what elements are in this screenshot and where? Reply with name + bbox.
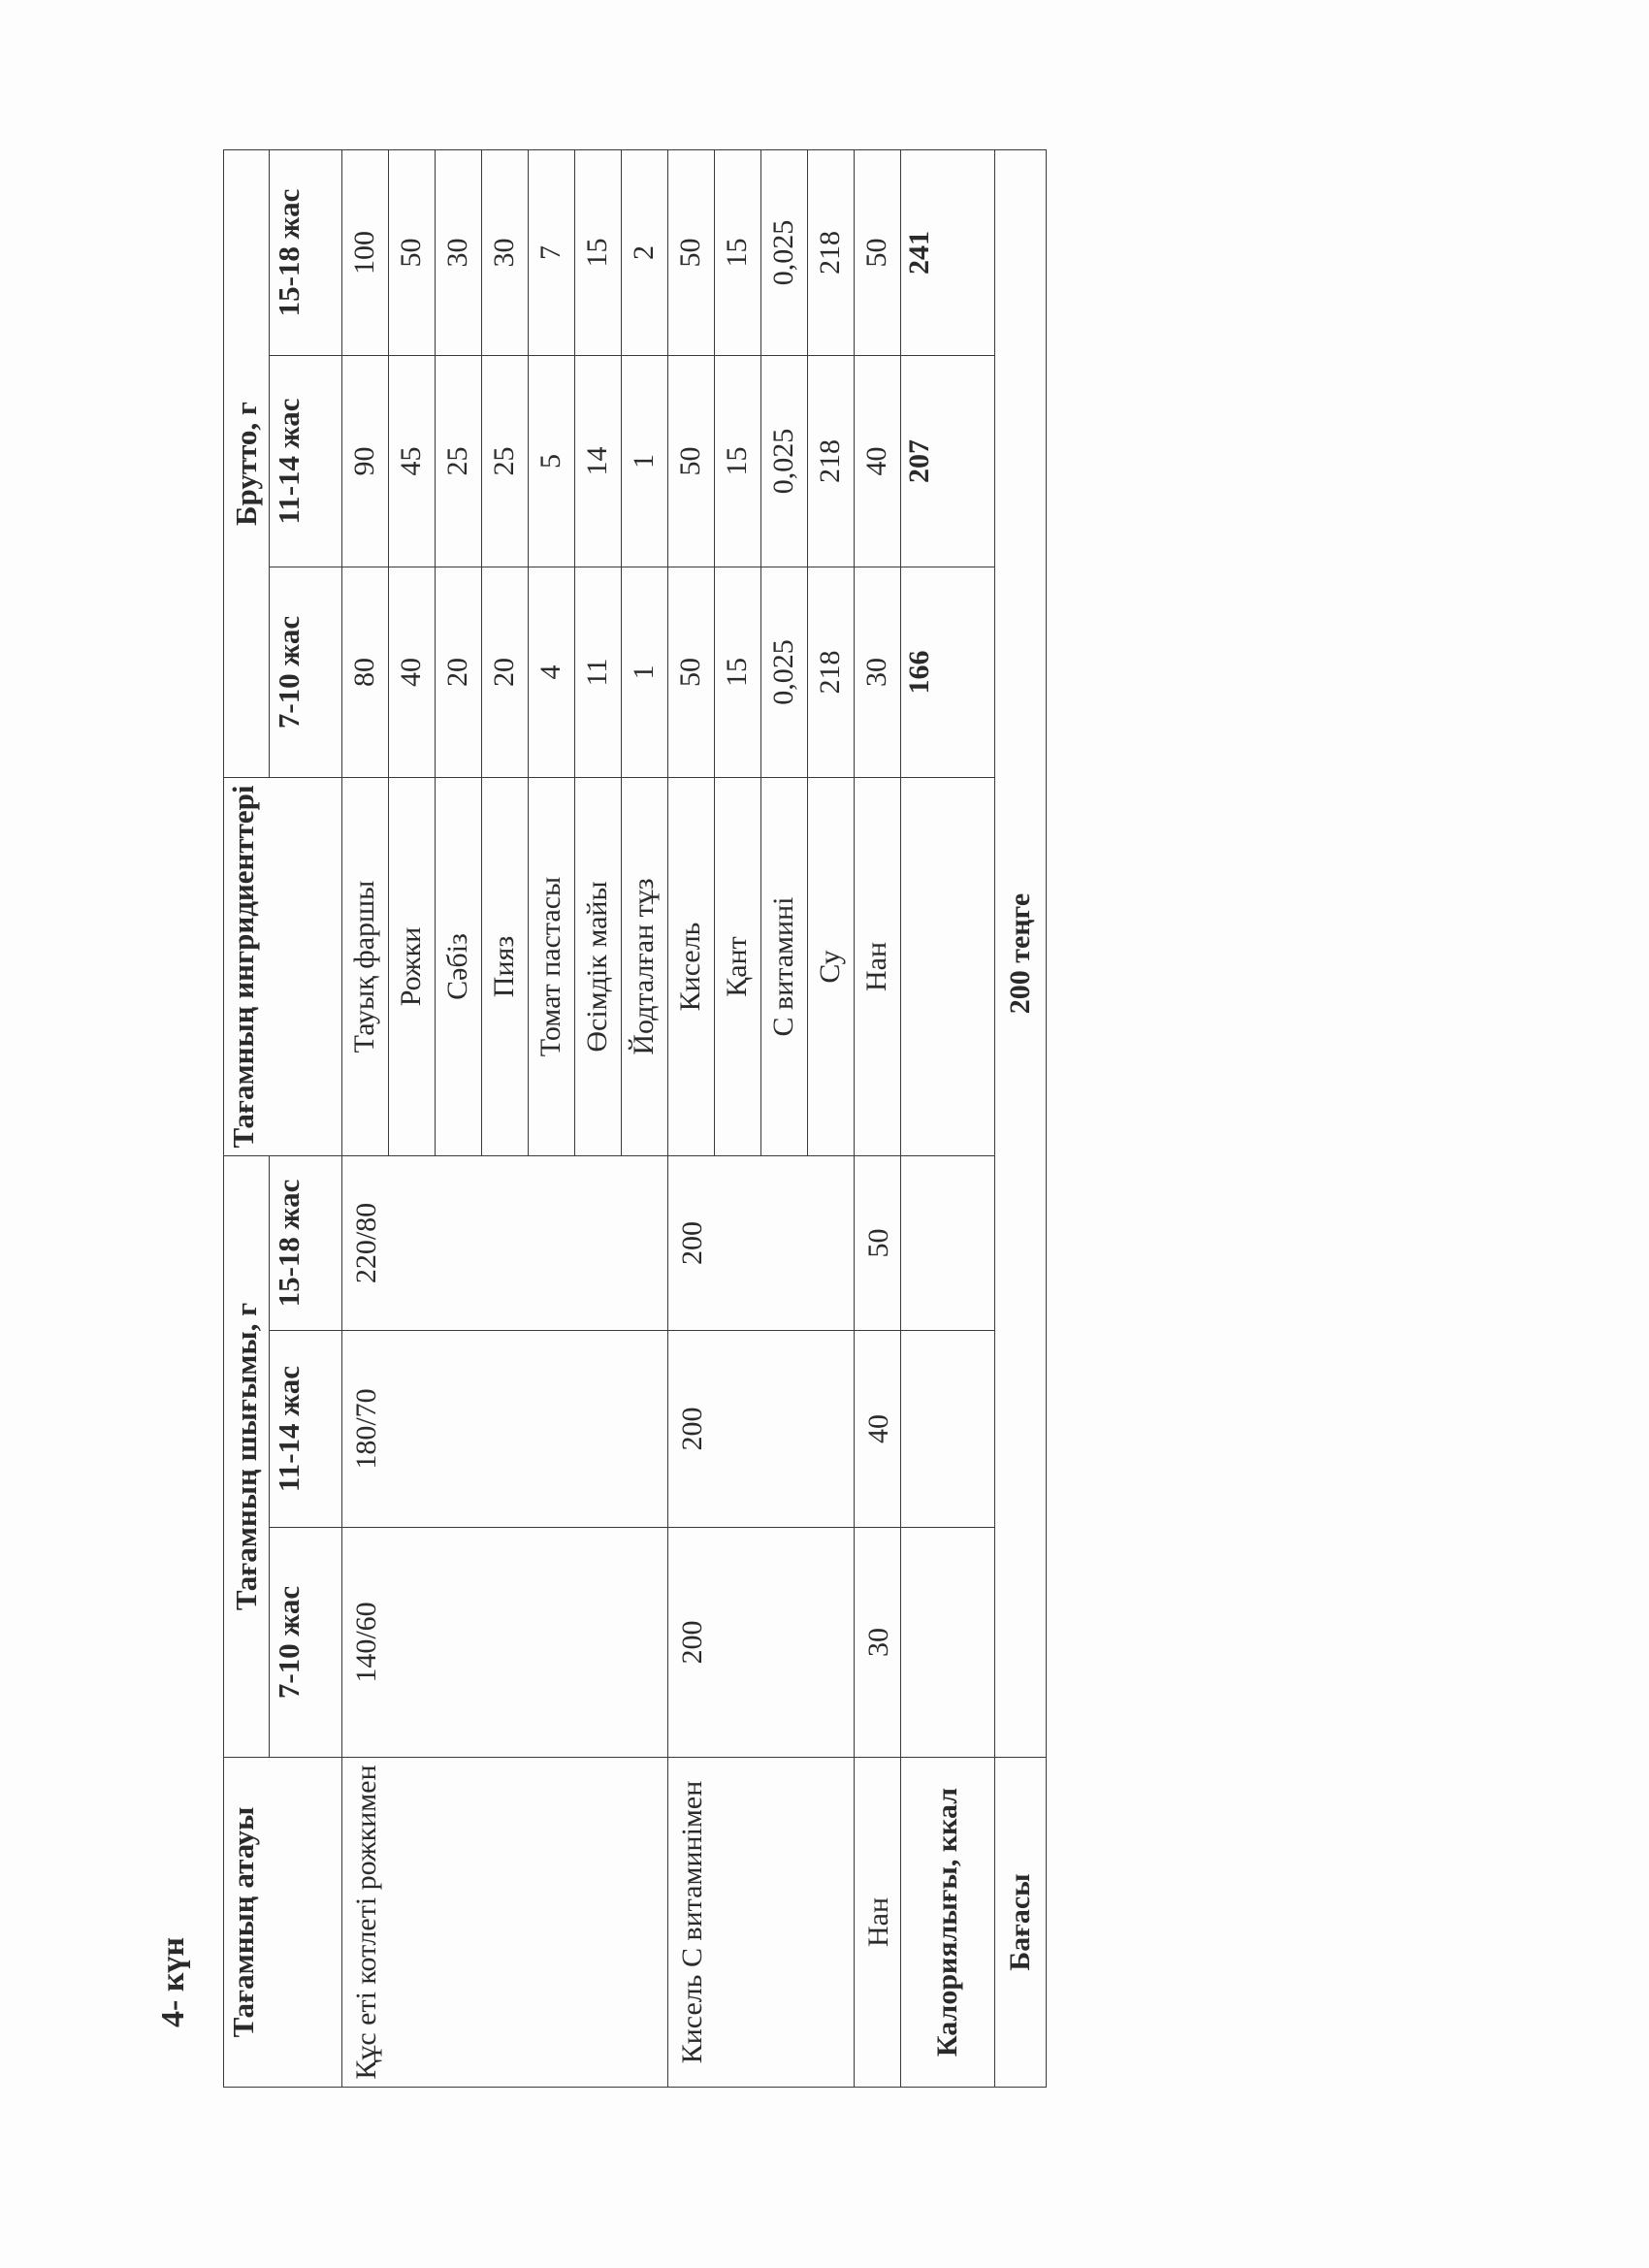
- calories-label: Калориялығы, ккал: [900, 1757, 995, 2088]
- ingredient-name: Йодталған тұз: [621, 777, 668, 1156]
- empty-cell: [900, 1155, 995, 1331]
- calories-value: 207: [900, 355, 995, 567]
- ingredient-brutto: 20: [435, 567, 482, 778]
- ingredient-brutto: 30: [854, 567, 901, 778]
- ingredient-brutto: 218: [807, 355, 855, 567]
- ingredient-brutto: 0,025: [760, 567, 808, 778]
- ingredient-brutto: 11: [574, 567, 622, 778]
- menu-table-wrapper: Тағамның атауы Тағамның шығымы, г Тағамн…: [223, 149, 1047, 2088]
- header-output-group: Тағамның шығымы, г: [223, 1155, 270, 1758]
- ingredient-brutto: 218: [807, 149, 855, 356]
- ingredient-brutto: 50: [667, 149, 715, 356]
- price-row: Бағасы 200 теңге: [994, 149, 1047, 2088]
- ingredient-brutto: 40: [854, 355, 901, 567]
- ingredient-brutto: 25: [435, 355, 482, 567]
- ingredient-name: Тауық фаршы: [341, 777, 389, 1156]
- ingredient-brutto: 50: [667, 567, 715, 778]
- ingredient-name: Рожки: [388, 777, 436, 1156]
- menu-table: Тағамның атауы Тағамның шығымы, г Тағамн…: [223, 149, 1047, 2088]
- price-label: Бағасы: [994, 1757, 1047, 2088]
- header-output-age: 7-10 жас: [269, 1527, 342, 1758]
- ingredient-brutto: 15: [574, 149, 622, 356]
- ingredient-brutto: 5: [528, 355, 575, 567]
- ingredient-brutto: 15: [714, 149, 761, 356]
- dish-output: 140/60: [341, 1527, 668, 1758]
- ingredient-brutto: 50: [388, 149, 436, 356]
- ingredient-brutto: 0,025: [760, 149, 808, 356]
- header-brutto-age: 7-10 жас: [269, 567, 342, 778]
- dish-output: 30: [854, 1527, 901, 1758]
- menu-table-body: Құс еті котлеті рожкимен 140/60 180/70 220/…: [341, 149, 1047, 2088]
- header-dish-name: Тағамның атауы: [223, 1757, 342, 2088]
- ingredient-brutto: 50: [854, 149, 901, 356]
- ingredient-name: Сәбіз: [435, 777, 482, 1156]
- ingredient-brutto: 15: [714, 355, 761, 567]
- ingredient-brutto: 0,025: [760, 355, 808, 567]
- ingredient-brutto: 14: [574, 355, 622, 567]
- ingredient-name: С витамині: [760, 777, 808, 1156]
- dish-output: 200: [667, 1330, 855, 1528]
- ingredient-name: Нан: [854, 777, 901, 1156]
- dish-output: 50: [854, 1155, 901, 1331]
- dish-output: 180/70: [341, 1330, 668, 1528]
- ingredient-brutto: 90: [341, 355, 389, 567]
- ingredient-brutto: 1: [621, 355, 668, 567]
- dish-output: 200: [667, 1155, 855, 1331]
- calories-row: Калориялығы, ккал 166 207 241: [900, 149, 995, 2088]
- empty-cell: [900, 777, 995, 1156]
- header-output-age: 15-18 жас: [269, 1155, 342, 1331]
- day-title: 4- күн: [155, 1936, 191, 2027]
- ingredient-brutto: 7: [528, 149, 575, 356]
- table-row: Нан 30 40 50 Нан 30 40 50: [854, 149, 901, 2088]
- ingredient-brutto: 4: [528, 567, 575, 778]
- header-brutto-age: 15-18 жас: [269, 149, 342, 356]
- dish-output: 220/80: [341, 1155, 668, 1331]
- ingredient-name: Кисель: [667, 777, 715, 1156]
- calories-value: 166: [900, 567, 995, 778]
- dish-output: 200: [667, 1527, 855, 1758]
- header-ingredients: Тағамның ингридиенттері: [223, 777, 342, 1156]
- ingredient-brutto: 30: [481, 149, 529, 356]
- table-row: Кисель С витаминімен 200 200 200 Кисель 50 50 5…: [667, 149, 855, 2088]
- empty-cell: [900, 1527, 995, 1758]
- ingredient-name: Өсімдік майы: [574, 777, 622, 1156]
- ingredient-brutto: 30: [435, 149, 482, 356]
- price-value: 200 теңге: [994, 149, 1047, 1758]
- dish-name: Құс еті котлеті рожкимен: [341, 1757, 668, 2088]
- ingredient-brutto: 1: [621, 567, 668, 778]
- dish-output: 40: [854, 1330, 901, 1528]
- header-brutto-group: Брутто, г: [223, 149, 270, 778]
- ingredient-brutto: 45: [388, 355, 436, 567]
- empty-cell: [900, 1330, 995, 1528]
- dish-name: Кисель С витаминімен: [667, 1757, 855, 2088]
- ingredient-name: Қант: [714, 777, 761, 1156]
- ingredient-brutto: 15: [714, 567, 761, 778]
- ingredient-brutto: 80: [341, 567, 389, 778]
- ingredient-brutto: 100: [341, 149, 389, 356]
- ingredient-brutto: 20: [481, 567, 529, 778]
- ingredient-name: Томат пастасы: [528, 777, 575, 1156]
- ingredient-brutto: 25: [481, 355, 529, 567]
- ingredient-brutto: 40: [388, 567, 436, 778]
- header-brutto-age: 11-14 жас: [269, 355, 342, 567]
- calories-value: 241: [900, 149, 995, 356]
- ingredient-brutto: 2: [621, 149, 668, 356]
- dish-name: Нан: [854, 1757, 901, 2088]
- ingredient-name: Су: [807, 777, 855, 1156]
- ingredient-brutto: 50: [667, 355, 715, 567]
- header-output-age: 11-14 жас: [269, 1330, 342, 1528]
- ingredient-brutto: 218: [807, 567, 855, 778]
- table-row: Құс еті котлеті рожкимен 140/60 180/70 220/…: [341, 149, 668, 2088]
- ingredient-name: Пияз: [481, 777, 529, 1156]
